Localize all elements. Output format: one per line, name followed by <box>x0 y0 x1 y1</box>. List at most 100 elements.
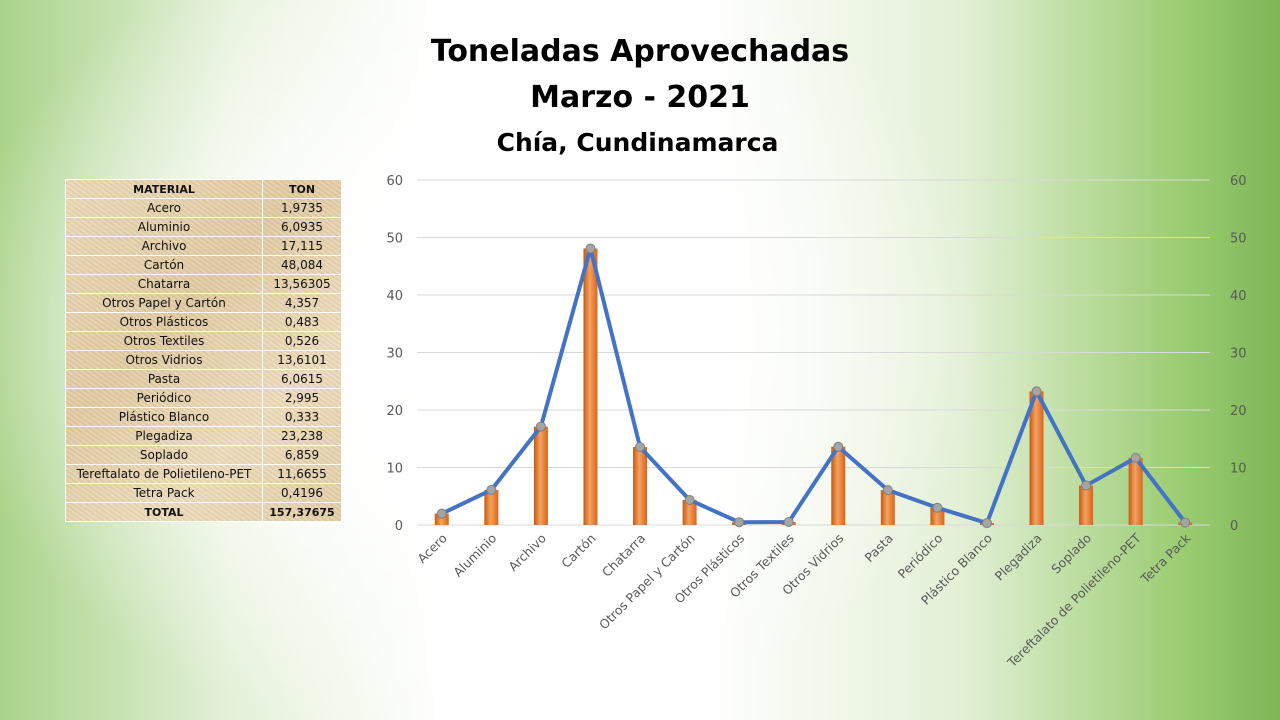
ton-cell: 6,859 <box>262 445 342 465</box>
location-title: Chía, Cundinamarca <box>496 128 779 157</box>
data-table: MATERIAL TON Acero 1,9735 Aluminio 6,0935 Ar… <box>65 179 342 522</box>
combo-chart: 0 0 10 10 20 20 30 30 40 40 50 50 60 60 Acero Aluminio A… <box>386 174 1247 671</box>
material-cell: Otros Vidrios <box>65 350 263 370</box>
material-cell: Tereftalato de Polietileno-PET <box>65 464 263 484</box>
material-cell: Otros Papel y Cartón <box>65 293 263 313</box>
header-ton: TON <box>262 179 342 199</box>
table-row: Tereftalato de Polietileno-PET 11,6655 <box>65 464 342 484</box>
total-value: 157,37675 <box>262 502 342 522</box>
table-total-row: TOTAL 157,37675 <box>65 502 342 522</box>
line-point <box>932 502 943 513</box>
chart-subtitle: Marzo - 2021 <box>530 80 750 115</box>
material-cell: Cartón <box>65 255 263 275</box>
line-point <box>635 442 646 453</box>
line-point <box>585 243 596 254</box>
bar <box>1079 485 1094 525</box>
data-table-container: MATERIAL TON Acero 1,9735 Aluminio 6,0935 Ar… <box>65 179 342 522</box>
x-category-label: Pasta <box>862 531 896 565</box>
material-cell: Pasta <box>65 369 263 389</box>
bar <box>930 507 945 525</box>
material-cell: Soplado <box>65 445 263 465</box>
material-cell: Otros Plásticos <box>65 312 263 332</box>
ton-cell: 11,6655 <box>262 464 342 484</box>
y2-tick-label: 20 <box>1230 404 1247 419</box>
y2-tick-label: 40 <box>1230 289 1247 304</box>
table-row: Soplado 6,859 <box>65 445 342 465</box>
y2-tick-label: 30 <box>1230 347 1247 362</box>
x-category-label: Plegadiza <box>992 531 1045 584</box>
ton-cell: 2,995 <box>262 388 342 408</box>
ton-cell: 13,56305 <box>262 274 342 294</box>
material-cell: Plegadiza <box>65 426 263 446</box>
y2-tick-label: 50 <box>1230 232 1247 247</box>
bar <box>831 446 846 525</box>
bar <box>682 499 697 525</box>
material-cell: Chatarra <box>65 274 263 294</box>
line-point <box>1130 452 1141 463</box>
line-point <box>981 518 992 529</box>
ton-cell: 6,0615 <box>262 369 342 389</box>
ton-cell: 0,333 <box>262 407 342 427</box>
table-row: Otros Vidrios 13,6101 <box>65 350 342 370</box>
x-category-label: Chatarra <box>599 531 648 580</box>
series-line <box>440 246 1187 526</box>
ton-cell: 17,115 <box>262 236 342 256</box>
table-header-row: MATERIAL TON <box>65 179 342 199</box>
ton-cell: 0,526 <box>262 331 342 351</box>
line-point <box>684 494 695 505</box>
table-row: Archivo 17,115 <box>65 236 342 256</box>
material-cell: Acero <box>65 198 263 218</box>
bar <box>484 489 499 525</box>
y-tick-label: 30 <box>386 347 403 362</box>
table-row: Pasta 6,0615 <box>65 369 342 389</box>
x-category-label: Periódico <box>895 531 946 582</box>
table-row: Otros Textiles 0,526 <box>65 331 342 351</box>
table-row: Otros Plásticos 0,483 <box>65 312 342 332</box>
table-row: Plegadiza 23,238 <box>65 426 342 446</box>
table-row: Chatarra 13,56305 <box>65 274 342 294</box>
material-cell: Otros Textiles <box>65 331 263 351</box>
x-category-label: Archivo <box>505 531 549 575</box>
y2-tick-label: 60 <box>1230 174 1247 189</box>
material-cell: Periódico <box>65 388 263 408</box>
line-point <box>1031 386 1042 397</box>
bar <box>1029 391 1044 525</box>
table-row: Acero 1,9735 <box>65 198 342 218</box>
bar <box>533 426 548 525</box>
y-tick-label: 0 <box>395 519 403 534</box>
bar <box>1128 457 1143 525</box>
line-point <box>1081 480 1092 491</box>
ton-cell: 0,4196 <box>262 483 342 503</box>
bar <box>583 248 598 525</box>
table-row: Plástico Blanco 0,333 <box>65 407 342 427</box>
ton-cell: 4,357 <box>262 293 342 313</box>
y2-tick-label: 10 <box>1230 462 1247 477</box>
line-point <box>833 441 844 452</box>
line-point <box>486 484 497 495</box>
ton-cell: 0,483 <box>262 312 342 332</box>
total-label: TOTAL <box>65 502 263 522</box>
bar <box>633 447 648 525</box>
x-category-label: Acero <box>414 531 450 567</box>
table-body: Acero 1,9735 Aluminio 6,0935 Archivo 17,115 Ca… <box>65 198 342 503</box>
ton-cell: 13,6101 <box>262 350 342 370</box>
material-cell: Tetra Pack <box>65 483 263 503</box>
line-point <box>1180 517 1191 528</box>
x-category-label: Otros Papel y Cartón <box>596 531 698 633</box>
x-category-label: Cartón <box>558 531 598 571</box>
y-tick-label: 20 <box>386 404 403 419</box>
line-point <box>436 508 447 519</box>
y-tick-label: 50 <box>386 232 403 247</box>
table-row: Periódico 2,995 <box>65 388 342 408</box>
bar <box>880 490 895 525</box>
table-row: Cartón 48,084 <box>65 255 342 275</box>
line-point <box>783 516 794 527</box>
chart-title: Toneladas Aprovechadas <box>430 34 850 69</box>
y-tick-label: 60 <box>386 174 403 189</box>
ton-cell: 48,084 <box>262 255 342 275</box>
x-category-label: Soplado <box>1048 531 1094 577</box>
y-tick-label: 40 <box>386 289 403 304</box>
material-cell: Plástico Blanco <box>65 407 263 427</box>
y2-tick-label: 0 <box>1230 519 1238 534</box>
ton-cell: 6,0935 <box>262 217 342 237</box>
